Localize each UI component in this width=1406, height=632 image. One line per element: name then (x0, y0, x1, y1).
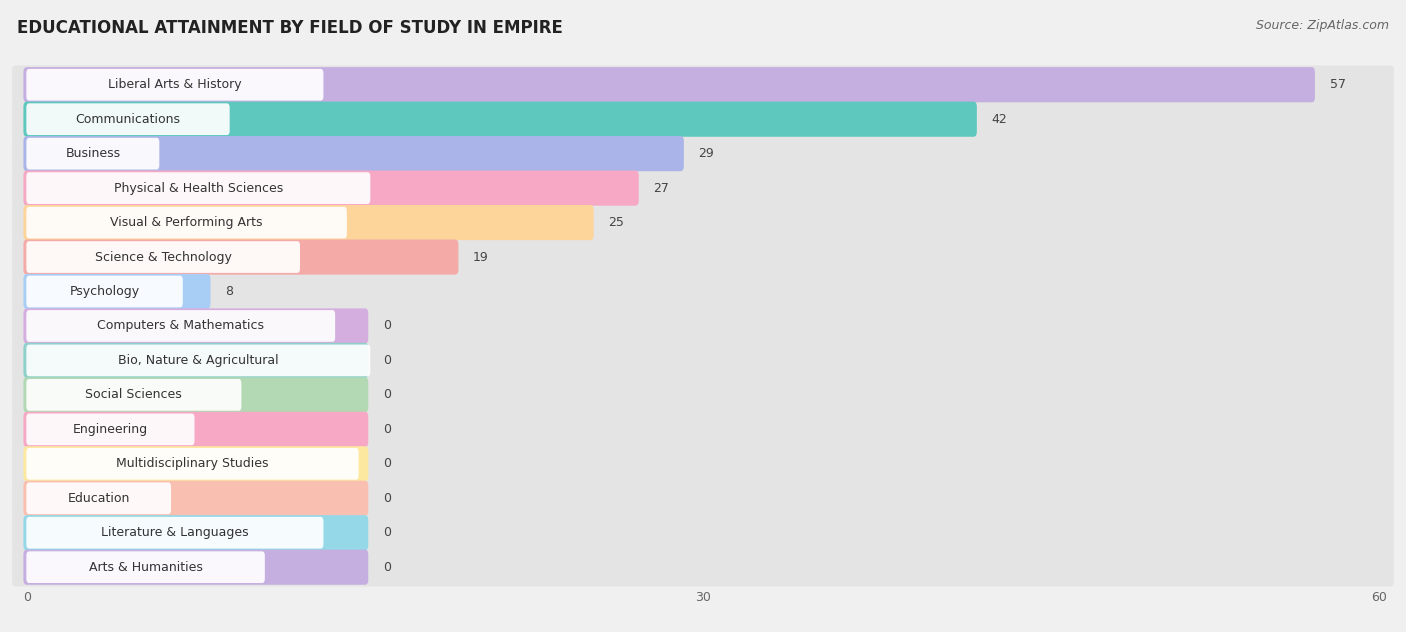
Text: Multidisciplinary Studies: Multidisciplinary Studies (117, 458, 269, 470)
Text: Liberal Arts & History: Liberal Arts & History (108, 78, 242, 91)
FancyBboxPatch shape (13, 410, 1393, 449)
FancyBboxPatch shape (27, 276, 183, 307)
FancyBboxPatch shape (13, 375, 1393, 414)
Text: 25: 25 (609, 216, 624, 229)
Text: 0: 0 (382, 561, 391, 574)
FancyBboxPatch shape (27, 379, 242, 411)
Text: 19: 19 (472, 250, 489, 264)
FancyBboxPatch shape (24, 412, 368, 447)
FancyBboxPatch shape (13, 100, 1393, 138)
FancyBboxPatch shape (24, 171, 638, 205)
Text: Bio, Nature & Agricultural: Bio, Nature & Agricultural (118, 354, 278, 367)
FancyBboxPatch shape (24, 205, 593, 240)
FancyBboxPatch shape (24, 274, 211, 309)
FancyBboxPatch shape (27, 69, 323, 100)
FancyBboxPatch shape (13, 513, 1393, 552)
Text: Engineering: Engineering (73, 423, 148, 436)
FancyBboxPatch shape (27, 207, 347, 238)
FancyBboxPatch shape (27, 104, 229, 135)
Text: Literature & Languages: Literature & Languages (101, 526, 249, 539)
FancyBboxPatch shape (27, 551, 264, 583)
FancyBboxPatch shape (13, 272, 1393, 311)
Text: 8: 8 (225, 285, 233, 298)
Text: 0: 0 (382, 458, 391, 470)
Text: Arts & Humanities: Arts & Humanities (89, 561, 202, 574)
Text: 29: 29 (699, 147, 714, 160)
FancyBboxPatch shape (24, 550, 368, 585)
Text: 0: 0 (382, 354, 391, 367)
Text: Computers & Mathematics: Computers & Mathematics (97, 319, 264, 332)
Text: Source: ZipAtlas.com: Source: ZipAtlas.com (1256, 19, 1389, 32)
FancyBboxPatch shape (13, 341, 1393, 380)
FancyBboxPatch shape (27, 241, 299, 273)
FancyBboxPatch shape (13, 479, 1393, 518)
FancyBboxPatch shape (13, 238, 1393, 276)
FancyBboxPatch shape (27, 517, 323, 549)
FancyBboxPatch shape (13, 444, 1393, 483)
FancyBboxPatch shape (24, 240, 458, 275)
Text: Communications: Communications (76, 112, 180, 126)
FancyBboxPatch shape (24, 136, 683, 171)
Text: 0: 0 (382, 492, 391, 505)
Text: 57: 57 (1330, 78, 1346, 91)
Text: 0: 0 (382, 319, 391, 332)
Text: Social Sciences: Social Sciences (86, 389, 183, 401)
FancyBboxPatch shape (24, 481, 368, 516)
Text: 0: 0 (382, 423, 391, 436)
Text: Education: Education (67, 492, 129, 505)
FancyBboxPatch shape (13, 204, 1393, 242)
Text: EDUCATIONAL ATTAINMENT BY FIELD OF STUDY IN EMPIRE: EDUCATIONAL ATTAINMENT BY FIELD OF STUDY… (17, 19, 562, 37)
FancyBboxPatch shape (27, 448, 359, 480)
Text: 27: 27 (654, 181, 669, 195)
FancyBboxPatch shape (27, 138, 159, 169)
FancyBboxPatch shape (27, 344, 370, 376)
FancyBboxPatch shape (24, 102, 977, 137)
Text: 42: 42 (991, 112, 1007, 126)
FancyBboxPatch shape (13, 548, 1393, 586)
FancyBboxPatch shape (13, 66, 1393, 104)
FancyBboxPatch shape (24, 308, 368, 344)
Text: Psychology: Psychology (69, 285, 139, 298)
FancyBboxPatch shape (27, 310, 335, 342)
FancyBboxPatch shape (24, 67, 1315, 102)
Text: Business: Business (65, 147, 121, 160)
FancyBboxPatch shape (13, 169, 1393, 207)
FancyBboxPatch shape (13, 307, 1393, 345)
FancyBboxPatch shape (24, 446, 368, 482)
FancyBboxPatch shape (27, 413, 194, 445)
FancyBboxPatch shape (13, 135, 1393, 173)
Text: 0: 0 (382, 389, 391, 401)
Text: Physical & Health Sciences: Physical & Health Sciences (114, 181, 283, 195)
FancyBboxPatch shape (27, 173, 370, 204)
Text: Science & Technology: Science & Technology (94, 250, 232, 264)
FancyBboxPatch shape (24, 343, 368, 378)
FancyBboxPatch shape (24, 515, 368, 550)
FancyBboxPatch shape (27, 482, 172, 514)
Text: 0: 0 (382, 526, 391, 539)
Text: Visual & Performing Arts: Visual & Performing Arts (110, 216, 263, 229)
FancyBboxPatch shape (24, 377, 368, 413)
